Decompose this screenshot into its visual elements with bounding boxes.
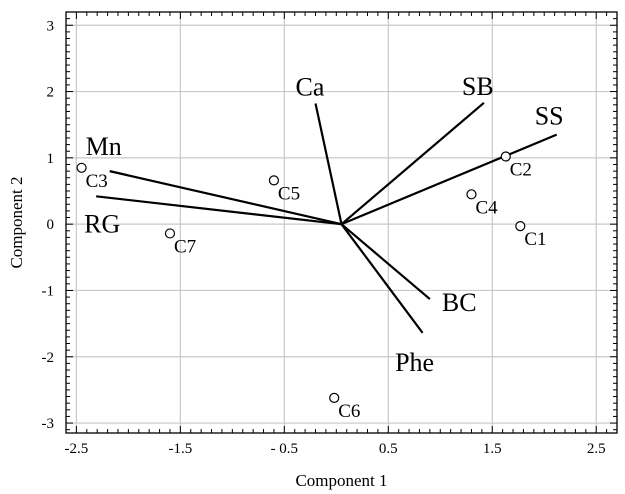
plot-border <box>65 11 618 434</box>
vector-rg <box>96 195 342 226</box>
grid <box>66 12 617 433</box>
vector-ca <box>314 103 343 225</box>
point-c5 <box>268 175 280 186</box>
vector-label-ss: SS <box>535 102 564 131</box>
y-tick-label: 3 <box>47 18 55 34</box>
vector-phe <box>340 223 424 334</box>
score-points: C1 C2 C3 C4 C5 C6 C7 <box>76 151 547 422</box>
point-label-c4: C4 <box>475 197 498 218</box>
point-c4 <box>466 189 477 200</box>
x-tick-label: 1.5 <box>483 441 502 457</box>
point-label-c2: C2 <box>510 160 532 181</box>
x-tick-label: - 0.5 <box>271 441 299 457</box>
vector-label-bc: BC <box>442 288 477 317</box>
vector-label-rg: RG <box>84 209 120 238</box>
x-tick-label: -2.5 <box>65 441 89 457</box>
y-tick-label: -2 <box>42 350 55 366</box>
vector-label-sb: SB <box>462 72 494 101</box>
vector-label-mn: Mn <box>86 132 122 161</box>
point-c7 <box>164 228 176 239</box>
point-c3 <box>76 162 87 173</box>
y-tick-label: 0 <box>47 217 55 233</box>
vector-bc <box>340 223 431 300</box>
plot-frame <box>65 11 618 434</box>
y-tick-label: -3 <box>42 416 55 432</box>
y-axis-title: Component 2 <box>7 176 26 268</box>
y-tick-label: -1 <box>42 283 55 299</box>
vector-mn <box>109 170 342 226</box>
point-c1 <box>515 221 526 232</box>
point-c2 <box>500 151 511 162</box>
vector-label-phe: Phe <box>395 348 434 377</box>
point-label-c6: C6 <box>338 401 360 422</box>
point-label-c7: C7 <box>174 236 196 257</box>
x-axis-title: Component 1 <box>295 471 387 490</box>
point-c6 <box>329 392 340 403</box>
point-label-c1: C1 <box>524 229 546 250</box>
vector-label-ca: Ca <box>296 72 325 101</box>
y-tick-label: 2 <box>47 85 55 101</box>
loading-vectors: Ca SB SS Mn RG BC Phe <box>84 72 563 377</box>
x-tick-label: 0.5 <box>379 441 398 457</box>
point-label-c5: C5 <box>278 183 300 204</box>
point-label-c3: C3 <box>86 171 108 192</box>
x-tick-label: -1.5 <box>168 441 192 457</box>
y-tick-label: 1 <box>47 151 55 167</box>
vector-ss <box>341 133 558 226</box>
vector-sb <box>340 101 485 225</box>
x-tick-label: 2.5 <box>587 441 606 457</box>
axis-ticks: -2.5 -1.5 - 0.5 0.5 1.5 2.5 -3 -2 -1 0 1 2 3 <box>42 11 618 457</box>
